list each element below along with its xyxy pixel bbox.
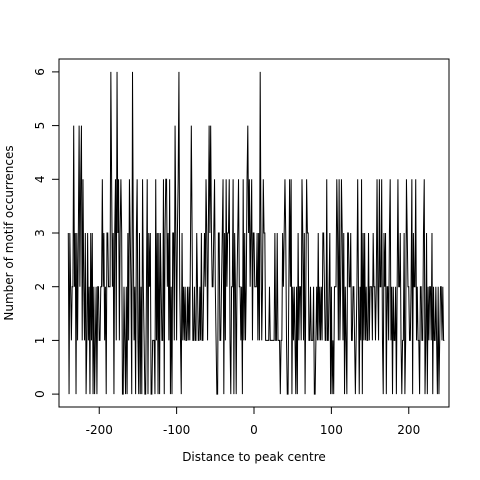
y-tick-label: 3 (33, 229, 47, 237)
y-tick-label: 6 (33, 68, 47, 76)
x-tick-label: -200 (86, 423, 113, 437)
x-tick-label: 100 (320, 423, 343, 437)
y-tick-label: 4 (33, 175, 47, 183)
y-axis-label: Number of motif occurrences (2, 145, 16, 320)
x-axis: -200 -100 0 100 200 (86, 406, 420, 437)
y-tick-label: 5 (33, 122, 47, 130)
y-axis: 0 1 2 3 4 5 6 (33, 68, 60, 398)
y-tick-label: 0 (33, 390, 47, 398)
x-tick-label: 0 (250, 423, 258, 437)
y-tick-label: 1 (33, 337, 47, 345)
x-tick-label: -100 (163, 423, 190, 437)
x-axis-label: Distance to peak centre (182, 450, 326, 464)
y-tick-label: 2 (33, 283, 47, 291)
series-line (67, 71, 445, 395)
x-tick-label: 200 (397, 423, 420, 437)
